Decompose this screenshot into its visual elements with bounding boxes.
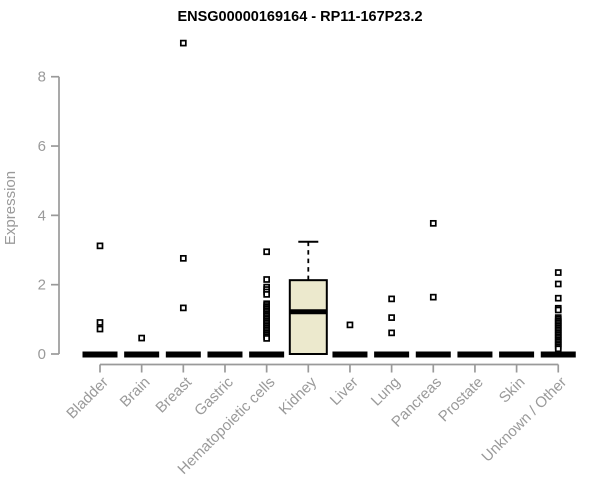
outlier-point bbox=[263, 276, 270, 283]
chart-title: ENSG00000169164 - RP11-167P23.2 bbox=[177, 9, 422, 25]
outlier-point bbox=[388, 329, 395, 337]
collapsed-box bbox=[374, 351, 410, 358]
outlier-point bbox=[429, 219, 437, 227]
outlier-point bbox=[263, 248, 270, 256]
outlier-point bbox=[346, 321, 354, 329]
y-axis-tick-label: 8 bbox=[38, 69, 46, 86]
collapsed-box bbox=[249, 351, 285, 358]
outlier-point bbox=[554, 269, 562, 276]
x-axis-category-label: Breast bbox=[152, 373, 195, 416]
collapsed-box bbox=[540, 351, 576, 358]
y-axis-title: Expression bbox=[2, 171, 19, 245]
y-axis-tick-label: 6 bbox=[38, 138, 46, 155]
y-axis-tick-label: 0 bbox=[38, 346, 46, 363]
outlier-point bbox=[388, 314, 395, 321]
collapsed-box bbox=[124, 351, 160, 358]
outlier-point bbox=[179, 39, 187, 47]
y-axis-tick-label: 2 bbox=[38, 277, 46, 294]
outlier-point bbox=[554, 280, 562, 288]
collapsed-box bbox=[332, 351, 368, 358]
collapsed-box bbox=[457, 351, 493, 358]
iqr-box bbox=[288, 279, 328, 355]
collapsed-box bbox=[165, 351, 201, 358]
outlier-point bbox=[179, 254, 187, 262]
x-axis-category-label: Lung bbox=[368, 374, 404, 410]
outlier-point bbox=[554, 294, 562, 302]
x-axis-category-label: Skin bbox=[496, 374, 529, 407]
outlier-point bbox=[388, 295, 395, 303]
x-axis-category-label: Kidney bbox=[276, 373, 321, 418]
collapsed-box bbox=[499, 351, 535, 358]
outlier-point bbox=[263, 335, 270, 342]
collapsed-box bbox=[207, 351, 243, 358]
outlier-point bbox=[96, 325, 104, 333]
x-axis-category-label: Prostate bbox=[435, 374, 487, 426]
collapsed-box bbox=[82, 351, 118, 358]
outlier-point bbox=[429, 293, 437, 301]
outlier-point bbox=[96, 242, 104, 250]
x-axis-category-label: Brain bbox=[117, 374, 154, 411]
outlier-point bbox=[263, 291, 270, 298]
outlier-point bbox=[138, 334, 146, 342]
x-axis-category-label: Bladder bbox=[63, 374, 112, 423]
outlier-point bbox=[554, 345, 562, 353]
x-axis-category-label: Liver bbox=[327, 374, 362, 409]
collapsed-box bbox=[415, 351, 451, 358]
outlier-point bbox=[96, 319, 104, 326]
outlier-point bbox=[554, 306, 562, 314]
outlier-point bbox=[179, 304, 187, 312]
y-axis-tick-label: 4 bbox=[38, 207, 46, 224]
